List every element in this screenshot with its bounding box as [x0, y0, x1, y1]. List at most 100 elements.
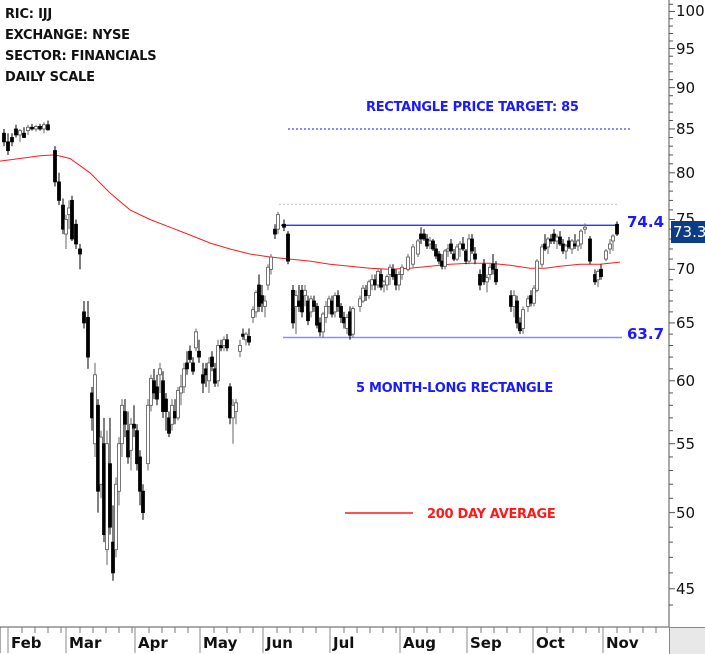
- candle-body: [336, 295, 340, 307]
- candle-body: [446, 248, 450, 252]
- candle-body: [411, 246, 415, 265]
- candle-body: [207, 362, 211, 382]
- chart-info: RIC: IJJ EXCHANGE: NYSE SECTOR: FINANCIA…: [5, 4, 157, 88]
- sector-label: SECTOR: FINANCIALS: [5, 49, 157, 64]
- candle-body: [61, 204, 65, 230]
- y-tick-label: 95: [676, 39, 696, 58]
- candle-body: [425, 238, 429, 247]
- candle-body: [440, 260, 444, 267]
- candle-body: [244, 333, 248, 341]
- candle-body: [34, 126, 38, 130]
- candle-body: [123, 411, 127, 425]
- price-target-annotation: RECTANGLE PRICE TARGET: 85: [366, 100, 579, 115]
- candle-body: [158, 368, 162, 376]
- candle-body: [179, 386, 183, 394]
- candle-body: [333, 295, 337, 313]
- y-tick-label: 45: [676, 579, 696, 598]
- candle-body: [599, 268, 603, 278]
- y-tick-label: 65: [676, 313, 696, 332]
- candle-body: [521, 309, 525, 329]
- candle-body: [251, 309, 255, 318]
- candle-body: [247, 335, 251, 343]
- candle-body: [394, 274, 398, 286]
- last-price-badge: 73.3: [671, 221, 705, 243]
- candle-body: [222, 339, 226, 346]
- y-tick-label: 50: [676, 503, 696, 522]
- candle-body: [191, 362, 195, 372]
- x-month-label: May: [203, 634, 238, 652]
- candle-body: [210, 356, 214, 367]
- candle-body: [588, 238, 592, 262]
- y-tick-label: 100: [676, 2, 705, 21]
- candle-body: [14, 128, 18, 136]
- candle-body: [570, 240, 574, 250]
- candle-body: [67, 207, 71, 216]
- x-month-label: Sep: [470, 634, 502, 652]
- candle-body: [397, 274, 401, 286]
- x-month-label: Oct: [536, 634, 565, 652]
- candle-body: [78, 248, 82, 255]
- candle-body: [364, 289, 368, 297]
- candle-body: [312, 300, 316, 307]
- candle-body: [567, 240, 571, 248]
- candle-body: [219, 345, 223, 349]
- candle-body: [382, 281, 386, 286]
- candle-body: [216, 345, 220, 382]
- candle-body: [129, 423, 133, 451]
- candle-body: [90, 392, 94, 419]
- x-month-label: Jun: [266, 634, 293, 652]
- candle-body: [318, 322, 322, 333]
- candle-body: [443, 250, 447, 267]
- candle-body: [449, 243, 453, 252]
- candle-body: [260, 295, 264, 304]
- candle-body: [228, 386, 232, 419]
- moving-average-line: [0, 154, 621, 270]
- candle-body: [273, 228, 277, 235]
- candle-body: [204, 368, 208, 376]
- y-tick-label: 55: [676, 434, 696, 453]
- candle-body: [473, 253, 477, 260]
- candle-body: [512, 295, 516, 307]
- candle-body: [573, 243, 577, 247]
- candle-body: [615, 223, 619, 235]
- candle-body: [593, 274, 597, 283]
- candle-body: [315, 306, 319, 326]
- candle-body: [197, 350, 201, 358]
- candle-body: [327, 298, 331, 307]
- exchange-label: EXCHANGE: NYSE: [5, 28, 130, 43]
- candle-body: [455, 246, 459, 260]
- candle-body: [111, 541, 115, 574]
- candle-body: [2, 132, 6, 143]
- candle-body: [82, 311, 86, 324]
- candle-body: [419, 233, 423, 240]
- candle-body: [330, 300, 334, 315]
- candle-body: [10, 137, 14, 143]
- x-month-label: Nov: [606, 634, 639, 652]
- candle-body: [549, 238, 553, 242]
- candle-body: [173, 411, 177, 419]
- candle-body: [300, 289, 304, 313]
- candle-body: [105, 443, 109, 551]
- candle-body: [182, 368, 186, 388]
- candle-body: [164, 398, 168, 412]
- candle-body: [400, 266, 404, 275]
- ric-label: RIC: IJJ: [5, 7, 53, 22]
- candle-body: [509, 295, 513, 307]
- candle-body: [126, 430, 130, 458]
- candle-body: [161, 380, 165, 412]
- candle-body: [529, 295, 533, 304]
- candle-body: [57, 181, 61, 201]
- candle-body: [303, 289, 307, 297]
- candle-body: [263, 300, 267, 307]
- candle-body: [266, 266, 270, 286]
- candle-body: [478, 274, 482, 286]
- candle-body: [373, 279, 377, 286]
- candle-body: [291, 289, 295, 324]
- candle-body: [238, 345, 242, 352]
- rectangle-annotation: 5 MONTH-LONG RECTANGLE: [356, 381, 553, 396]
- candle-body: [132, 423, 136, 429]
- candle-body: [42, 124, 46, 130]
- candle-body: [120, 404, 124, 445]
- candle-body: [286, 233, 290, 262]
- x-month-label: Feb: [11, 634, 42, 652]
